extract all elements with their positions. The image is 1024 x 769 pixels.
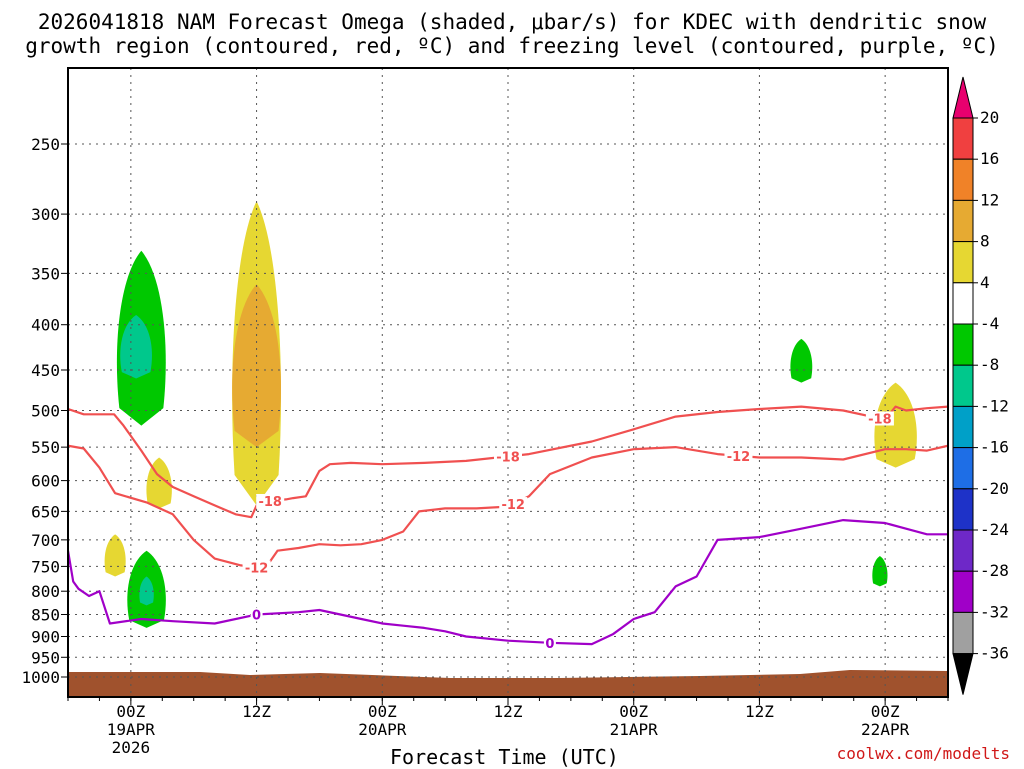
contour-lines [68,405,948,646]
x-year-label: 2026 [112,738,151,757]
plot-area [68,68,948,697]
chart-title-line-2: growth region (contoured, red, ºC) and f… [25,34,999,58]
colorbar-swatch [952,282,974,325]
y-tick-label: 800 [31,582,60,601]
x-axis-title: Forecast Time (UTC) [390,745,619,769]
colorbar-swatch [952,405,974,449]
contour-label-bg [724,448,753,463]
colorbar-label: 8 [980,232,990,251]
omega-region-9 [872,556,888,587]
x-tick-label: 12Z [242,702,271,721]
y-tick-label: 950 [31,648,60,667]
contour-label-bg [250,607,263,622]
colorbar-swatch [952,447,974,490]
chart-title-line-1: 2026041818 NAM Forecast Omega (shaded, μ… [37,10,987,34]
x-date-label: 19APR [107,720,156,739]
contour-label: -18 [258,495,282,510]
contour-label-bg [499,497,528,512]
y-tick-label: 1000 [21,668,60,687]
colorbar-swatch [952,364,974,407]
colorbar-label: -16 [980,438,1009,457]
contour-line--18 [68,405,948,519]
contour-label-bg [242,560,271,575]
colorbar-label: -32 [980,602,1009,621]
contour-label: -12 [727,450,751,465]
x-tick-label: 00Z [619,702,648,721]
y-tick-label: 600 [31,472,60,491]
colorbar-swatch [952,611,974,655]
x-tick-label: 00Z [871,702,900,721]
y-tick-label: 650 [31,502,60,521]
y-tick-label: 900 [31,627,60,646]
x-date-label: 20APR [358,720,407,739]
colorbar-swatch [952,158,974,201]
credit-link[interactable]: coolwx.com/modelts [836,744,1010,763]
contour-line--12 [68,444,948,569]
colorbar-swatch [952,199,974,243]
colorbar-label: -28 [980,561,1009,580]
colorbar-label: 12 [980,190,999,209]
y-tick-label: 550 [31,438,60,457]
y-tick-label: 500 [31,402,60,421]
omega-region-1 [120,314,152,379]
y-tick-label: 700 [31,531,60,550]
ground-terrain [68,670,948,697]
colorbar-label: 16 [980,149,999,168]
contour-label-bg [494,449,522,464]
colorbar-label: 4 [980,273,990,292]
colorbar-top-arrow [952,76,974,119]
contour-labels: -18 -18 -18 -12 -12 -12 0 0 [242,411,894,652]
colorbar-swatch [952,529,974,572]
terrain-fill [68,670,948,697]
colorbar-label: -20 [980,479,1009,498]
x-tick-label: 00Z [368,702,397,721]
x-date-label: 22APR [861,720,910,739]
y-axis: 250 300 350 400 450 500 550 600 650 700 750 800 850 9… [21,135,68,687]
colorbar-label: 20 [980,108,999,127]
x-tick-label: 00Z [116,702,145,721]
colorbar-swatch [952,241,974,284]
colorbar-swatch [952,323,974,366]
contour-label: -18 [868,412,892,427]
contour-label: 0 [545,637,554,652]
x-date-label: 21APR [610,720,659,739]
colorbar: 20 16 12 8 4 -4 -8 -12 -16 -20 -24 -28 -32 -36 [952,76,1009,695]
colorbar-swatch [952,488,974,531]
x-tick-label: 12Z [745,702,774,721]
contour-line-0 [68,519,948,646]
y-tick-label: 750 [31,557,60,576]
contour-label-bg [865,411,894,426]
contour-label: -12 [501,498,525,513]
y-tick-label: 300 [31,205,60,224]
omega-region-5 [104,534,126,577]
colorbar-label: -12 [980,396,1009,415]
contour-label: -12 [245,561,269,576]
omega-region-4 [146,457,172,509]
colorbar-bottom-arrow [952,653,974,695]
colorbar-label: -36 [980,644,1009,663]
colorbar-label: -24 [980,520,1009,539]
y-tick-label: 250 [31,135,60,154]
y-tick-label: 350 [31,264,60,283]
x-tick-label: 12Z [494,702,523,721]
contour-label-bg [543,635,556,650]
omega-shading [104,201,917,628]
colorbar-swatch [952,117,974,160]
colorbar-label: -4 [980,314,999,333]
contour-label: -18 [496,450,520,465]
y-tick-label: 400 [31,316,60,335]
colorbar-label: -8 [980,355,999,374]
contour-label-bg [256,493,285,508]
contour-label: 0 [252,609,261,624]
y-tick-label: 850 [31,606,60,625]
omega-region-8 [790,338,813,383]
y-tick-label: 450 [31,361,60,380]
colorbar-swatch [952,570,974,613]
